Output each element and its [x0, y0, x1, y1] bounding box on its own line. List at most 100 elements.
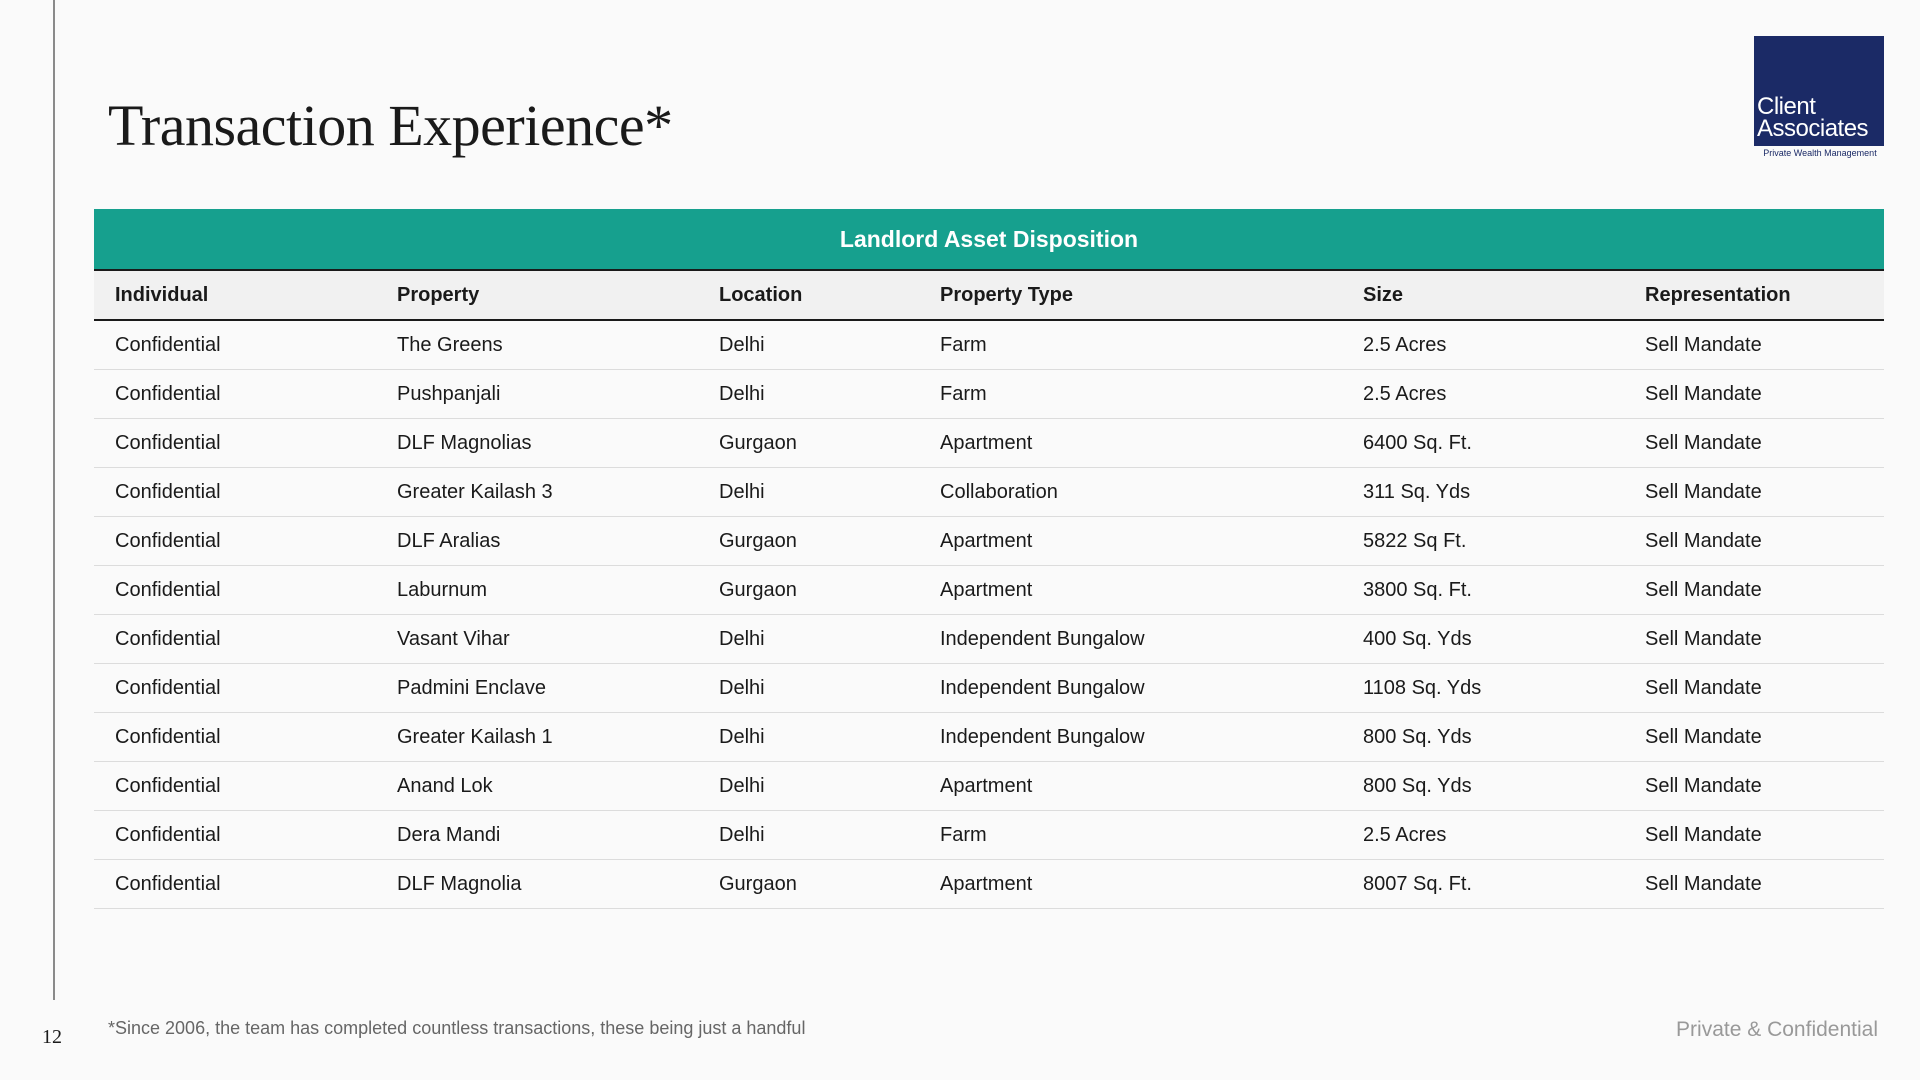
table-cell: Sell Mandate: [1645, 529, 1762, 552]
table-cell: The Greens: [397, 333, 503, 356]
table-cell: 3800 Sq. Ft.: [1363, 578, 1472, 601]
column-header: Individual: [115, 283, 209, 306]
table-cell: Pushpanjali: [397, 382, 501, 405]
table-cell: Sell Mandate: [1645, 431, 1762, 454]
table-cell: Sell Mandate: [1645, 872, 1762, 895]
table-row: Confidential Pushpanjali Delhi Farm 2.5 Acre…: [94, 370, 1884, 419]
column-header: Property: [397, 283, 480, 306]
table-cell: Apartment: [940, 578, 1033, 601]
table-cell: DLF Magnolia: [397, 872, 522, 895]
table-row: Confidential Anand Lok Delhi Apartment 800 S…: [94, 762, 1884, 811]
table-row: Confidential Padmini Enclave Delhi Independ…: [94, 664, 1884, 713]
column-header: Size: [1363, 283, 1404, 306]
header-row: Individual Property Location Property Type S…: [94, 271, 1884, 321]
table-row: Confidential Greater Kailash 3 Delhi Collab…: [94, 468, 1884, 517]
table-cell: Delhi: [719, 725, 765, 748]
table-cell: Laburnum: [397, 578, 488, 601]
table-cell: Vasant Vihar: [397, 627, 510, 650]
table-cell: Delhi: [719, 774, 765, 797]
table-cell: Confidential: [115, 872, 221, 895]
footnote: *Since 2006, the team has completed coun…: [108, 1018, 806, 1038]
table-cell: Confidential: [115, 823, 221, 846]
table-cell: Farm: [940, 333, 987, 356]
table-cell: Confidential: [115, 382, 221, 405]
table-cell: Delhi: [719, 823, 765, 846]
table-cell: Farm: [940, 382, 987, 405]
table-cell: Confidential: [115, 725, 221, 748]
table-row: Confidential Laburnum Gurgaon Apartment 3800…: [94, 566, 1884, 615]
table-cell: Confidential: [115, 578, 221, 601]
table-row: Confidential The Greens Delhi Farm 2.5 Acres…: [94, 321, 1884, 370]
table-cell: Apartment: [940, 872, 1033, 895]
table-row: Confidential Greater Kailash 1 Delhi Indepe…: [94, 713, 1884, 762]
logo: Client Associates: [1754, 36, 1884, 146]
logo-text: Client: [1757, 93, 1816, 120]
table-cell: Gurgaon: [719, 578, 797, 601]
table-cell: Sell Mandate: [1645, 333, 1762, 356]
table-row: Confidential DLF Magnolias Gurgaon Apartmen…: [94, 419, 1884, 468]
table-cell: Sell Mandate: [1645, 823, 1762, 846]
table-cell: Dera Mandi: [397, 823, 501, 846]
table-cell: 800 Sq. Yds: [1363, 774, 1472, 797]
table-cell: 1108 Sq. Yds: [1363, 676, 1482, 699]
table-cell: Confidential: [115, 480, 221, 503]
table-cell: Gurgaon: [719, 872, 797, 895]
table-cell: Greater Kailash 1: [397, 725, 553, 748]
table-cell: Sell Mandate: [1645, 676, 1762, 699]
table-cell: Sell Mandate: [1645, 578, 1762, 601]
table-cell: 2.5 Acres: [1363, 823, 1447, 846]
logo-tagline: Private Wealth Management: [1763, 148, 1877, 158]
table-cell: Delhi: [719, 382, 765, 405]
table-cell: 2.5 Acres: [1363, 382, 1447, 405]
table-cell: Delhi: [719, 676, 765, 699]
confidential-label: Private & Confidential: [1676, 1018, 1878, 1041]
table-cell: Sell Mandate: [1645, 480, 1762, 503]
table-cell: Apartment: [940, 774, 1033, 797]
table-cell: Anand Lok: [397, 774, 493, 797]
table-cell: 8007 Sq. Ft.: [1363, 872, 1472, 895]
table-cell: Gurgaon: [719, 529, 797, 552]
table-cell: Delhi: [719, 480, 765, 503]
table-cell: Sell Mandate: [1645, 627, 1762, 650]
table-cell: Apartment: [940, 529, 1033, 552]
table-cell: 6400 Sq. Ft.: [1363, 431, 1472, 454]
slide-title: Transaction Experience*: [108, 93, 673, 158]
table-cell: Confidential: [115, 627, 221, 650]
table-row: Confidential DLF Magnolia Gurgaon Apartment…: [94, 860, 1884, 909]
table-cell: DLF Magnolias: [397, 431, 532, 454]
table-cell: 5822 Sq Ft.: [1363, 529, 1467, 552]
logo-text: Associates: [1757, 115, 1869, 142]
column-header: Property Type: [940, 283, 1073, 306]
table-cell: Farm: [940, 823, 987, 846]
table-row: Confidential Dera Mandi Delhi Farm 2.5 Acres…: [94, 811, 1884, 860]
table-row: Confidential DLF Aralias Gurgaon Apartment 5…: [94, 517, 1884, 566]
table-row: Confidential Vasant Vihar Delhi Independent…: [94, 615, 1884, 664]
table-cell: Confidential: [115, 774, 221, 797]
table-cell: Independent Bungalow: [940, 627, 1145, 650]
table-cell: Sell Mandate: [1645, 774, 1762, 797]
table-cell: Independent Bungalow: [940, 725, 1145, 748]
table-cell: 800 Sq. Yds: [1363, 725, 1472, 748]
table-cell: 400 Sq. Yds: [1363, 627, 1472, 650]
table: Landlord Asset Disposition Individual Pro…: [94, 209, 1884, 909]
table-cell: Confidential: [115, 676, 221, 699]
divider: [53, 0, 55, 1000]
table-cell: Apartment: [940, 431, 1033, 454]
table-cell: Greater Kailash 3: [397, 480, 553, 503]
table-cell: 2.5 Acres: [1363, 333, 1447, 356]
table-cell: Sell Mandate: [1645, 382, 1762, 405]
page-number: 12: [42, 1026, 62, 1048]
table-cell: Delhi: [719, 333, 765, 356]
table-cell: 311 Sq. Yds: [1363, 480, 1471, 503]
table-cell: Collaboration: [940, 480, 1058, 503]
table-cell: Independent Bungalow: [940, 676, 1145, 699]
table-cell: DLF Aralias: [397, 529, 501, 552]
table-cell: Padmini Enclave: [397, 676, 546, 699]
table-cell: Sell Mandate: [1645, 725, 1762, 748]
table-cell: Confidential: [115, 333, 221, 356]
column-header: Representation: [1645, 283, 1791, 306]
table-cell: Confidential: [115, 529, 221, 552]
column-header: Location: [719, 283, 803, 306]
table-title: Landlord Asset Disposition: [94, 209, 1884, 271]
